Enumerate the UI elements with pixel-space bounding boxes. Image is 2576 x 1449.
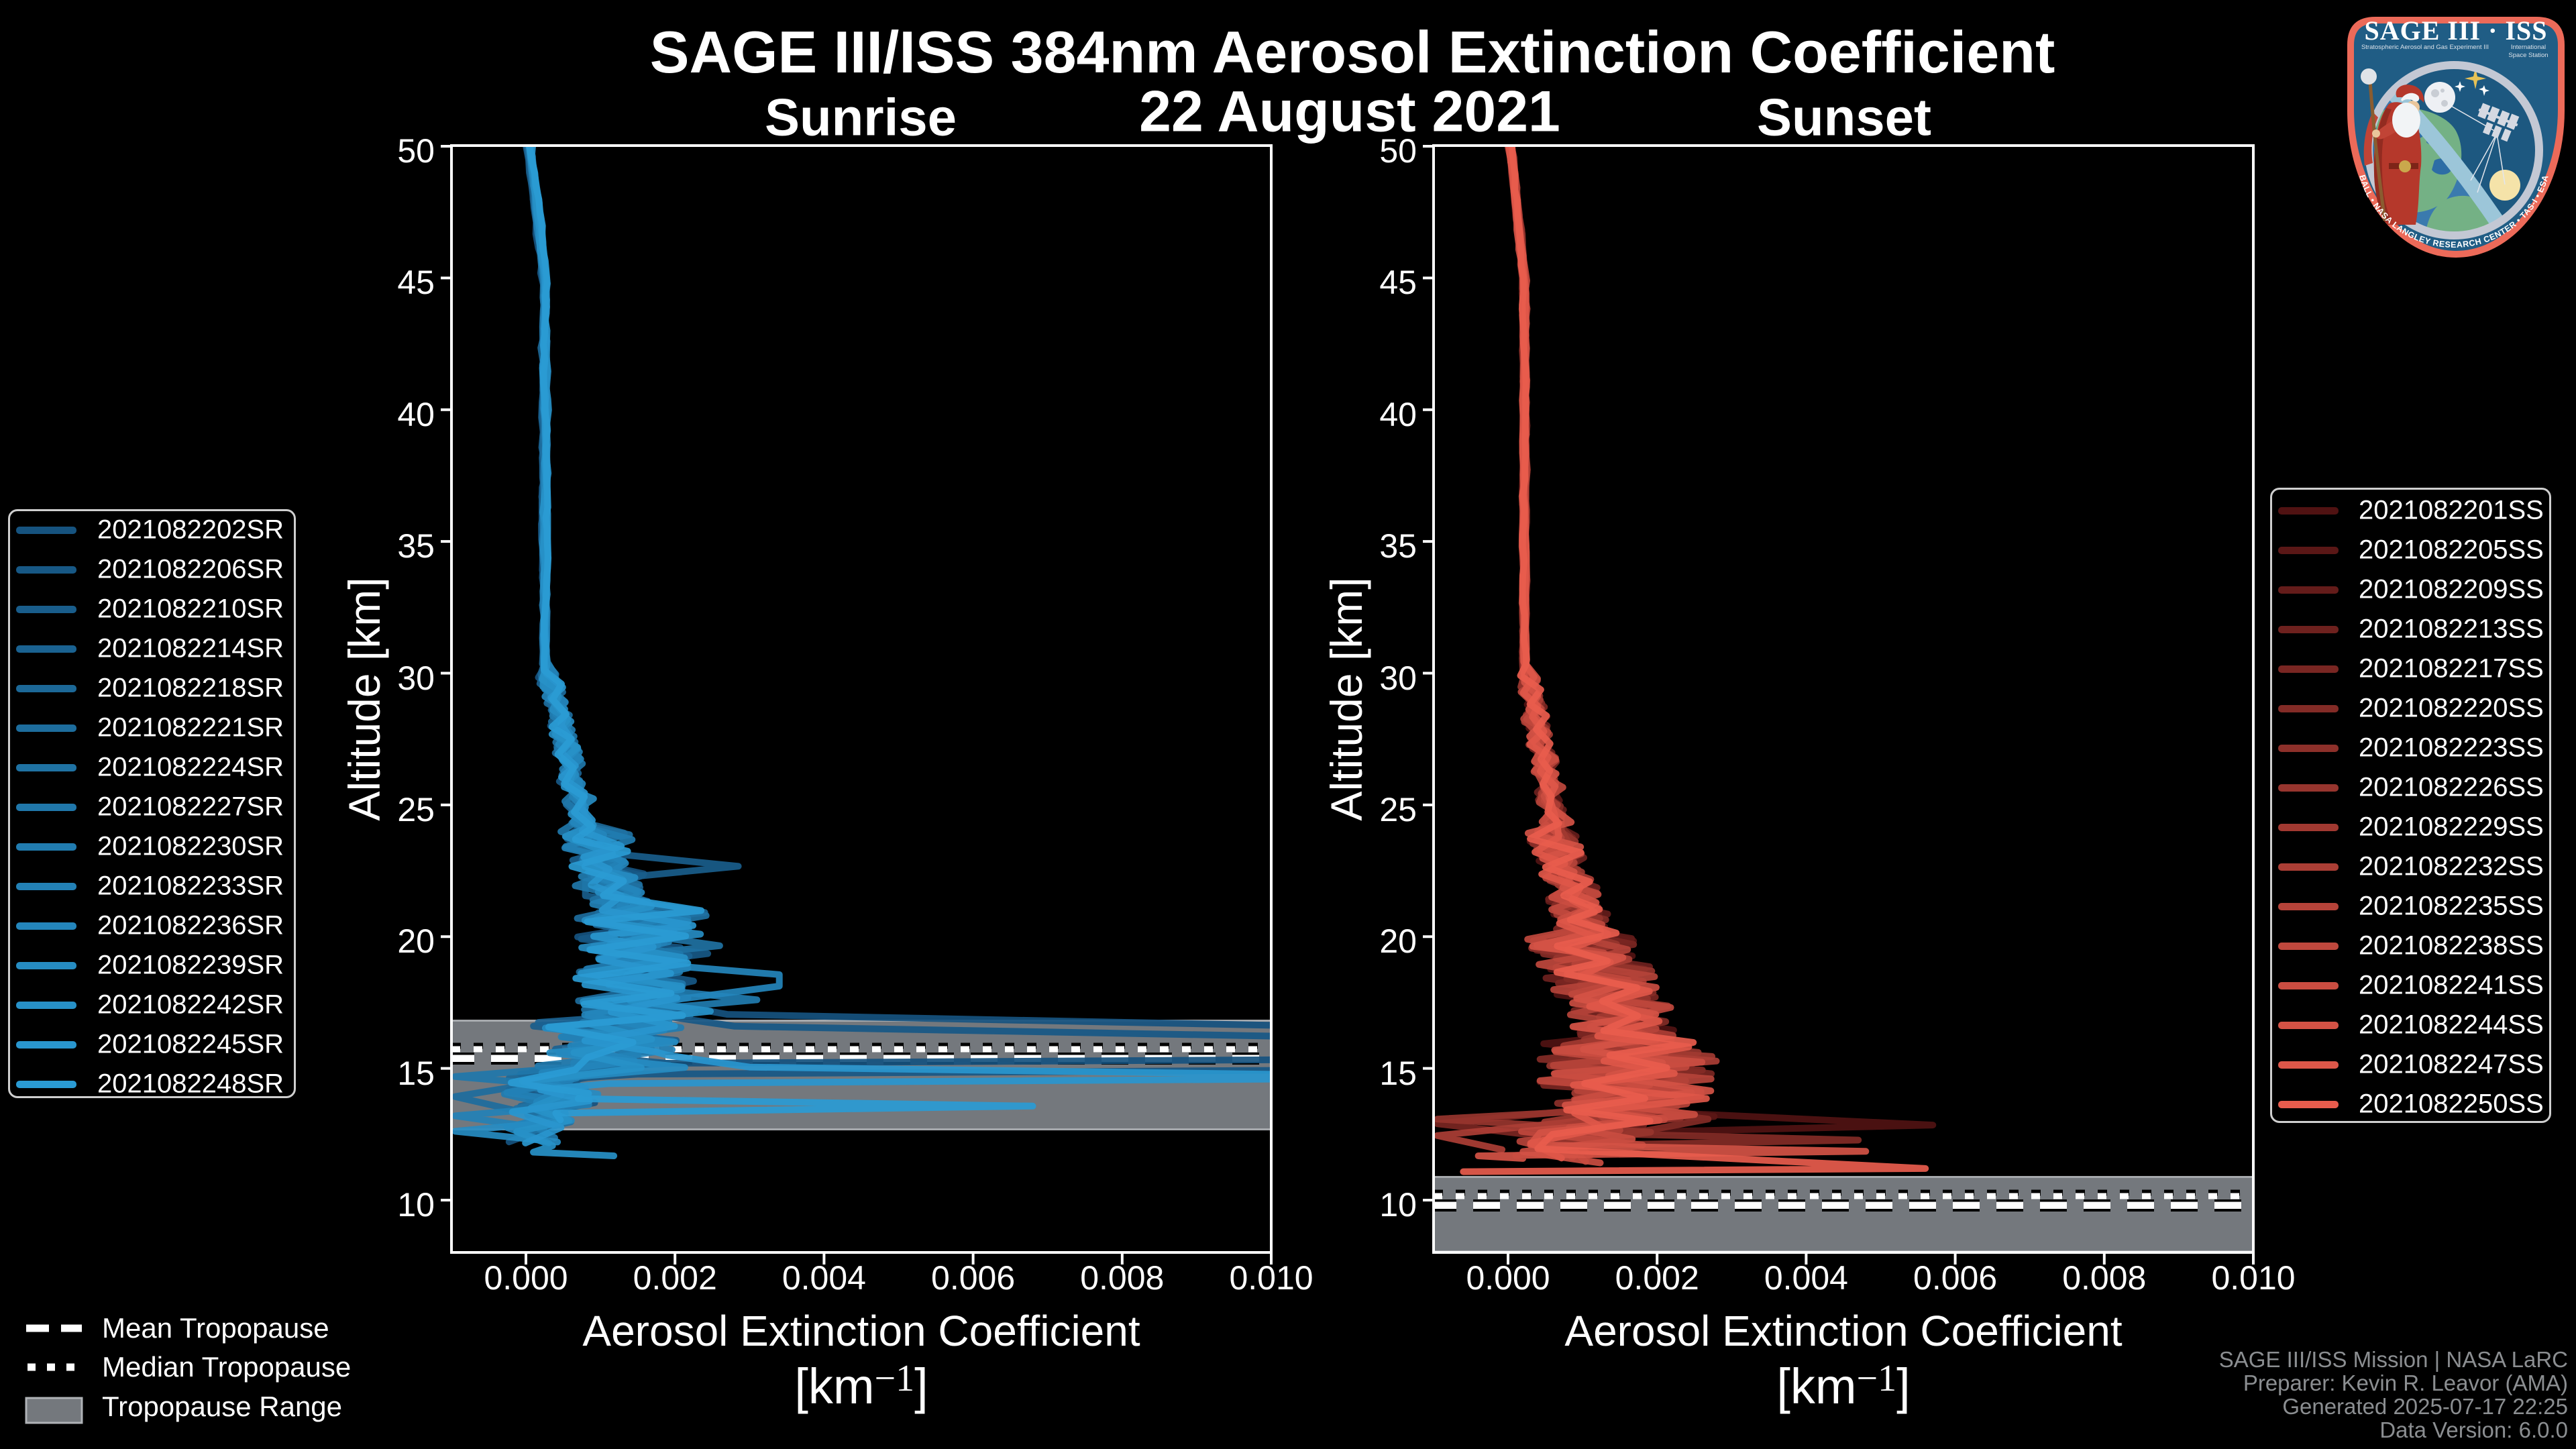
svg-text:International: International [2511,44,2546,51]
svg-text:Space Station: Space Station [2508,52,2548,59]
svg-text:SAGE III · ISS: SAGE III · ISS [2364,15,2547,46]
svg-text:Stratospheric Aerosol and Gas: Stratospheric Aerosol and Gas Experiment… [2361,44,2489,51]
